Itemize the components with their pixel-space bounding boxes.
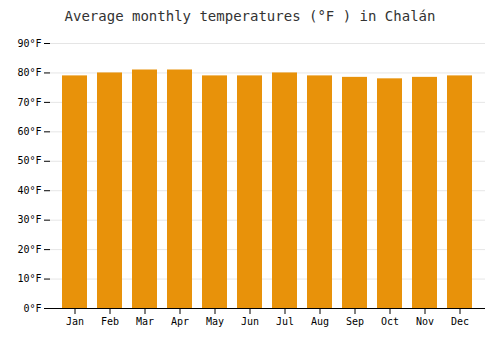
svg-text:Feb: Feb	[101, 316, 119, 327]
svg-text:50°F: 50°F	[17, 155, 41, 166]
svg-text:Oct: Oct	[381, 316, 399, 327]
svg-text:60°F: 60°F	[17, 126, 41, 137]
svg-text:Nov: Nov	[416, 316, 434, 327]
svg-text:May: May	[206, 316, 224, 327]
svg-text:Jul: Jul	[276, 316, 294, 327]
svg-text:40°F: 40°F	[17, 185, 41, 196]
svg-text:10°F: 10°F	[17, 273, 41, 284]
svg-text:70°F: 70°F	[17, 97, 41, 108]
svg-text:Mar: Mar	[136, 316, 154, 327]
svg-text:0°F: 0°F	[23, 303, 41, 314]
svg-text:Sep: Sep	[346, 316, 364, 327]
svg-text:Apr: Apr	[171, 316, 189, 327]
svg-text:Jan: Jan	[66, 316, 84, 327]
html-text:Average monthly temperatures (: Average monthly temperatures (°F ) in Ch…	[64, 8, 436, 24]
svg-text:20°F: 20°F	[17, 244, 41, 255]
svg-text:Dec: Dec	[451, 316, 469, 327]
svg-text:Aug: Aug	[311, 316, 329, 327]
svg-text:Jun: Jun	[241, 316, 259, 327]
svg-text:30°F: 30°F	[17, 214, 41, 225]
svg-text:80°F: 80°F	[17, 67, 41, 78]
svg-text:90°F: 90°F	[17, 38, 41, 49]
